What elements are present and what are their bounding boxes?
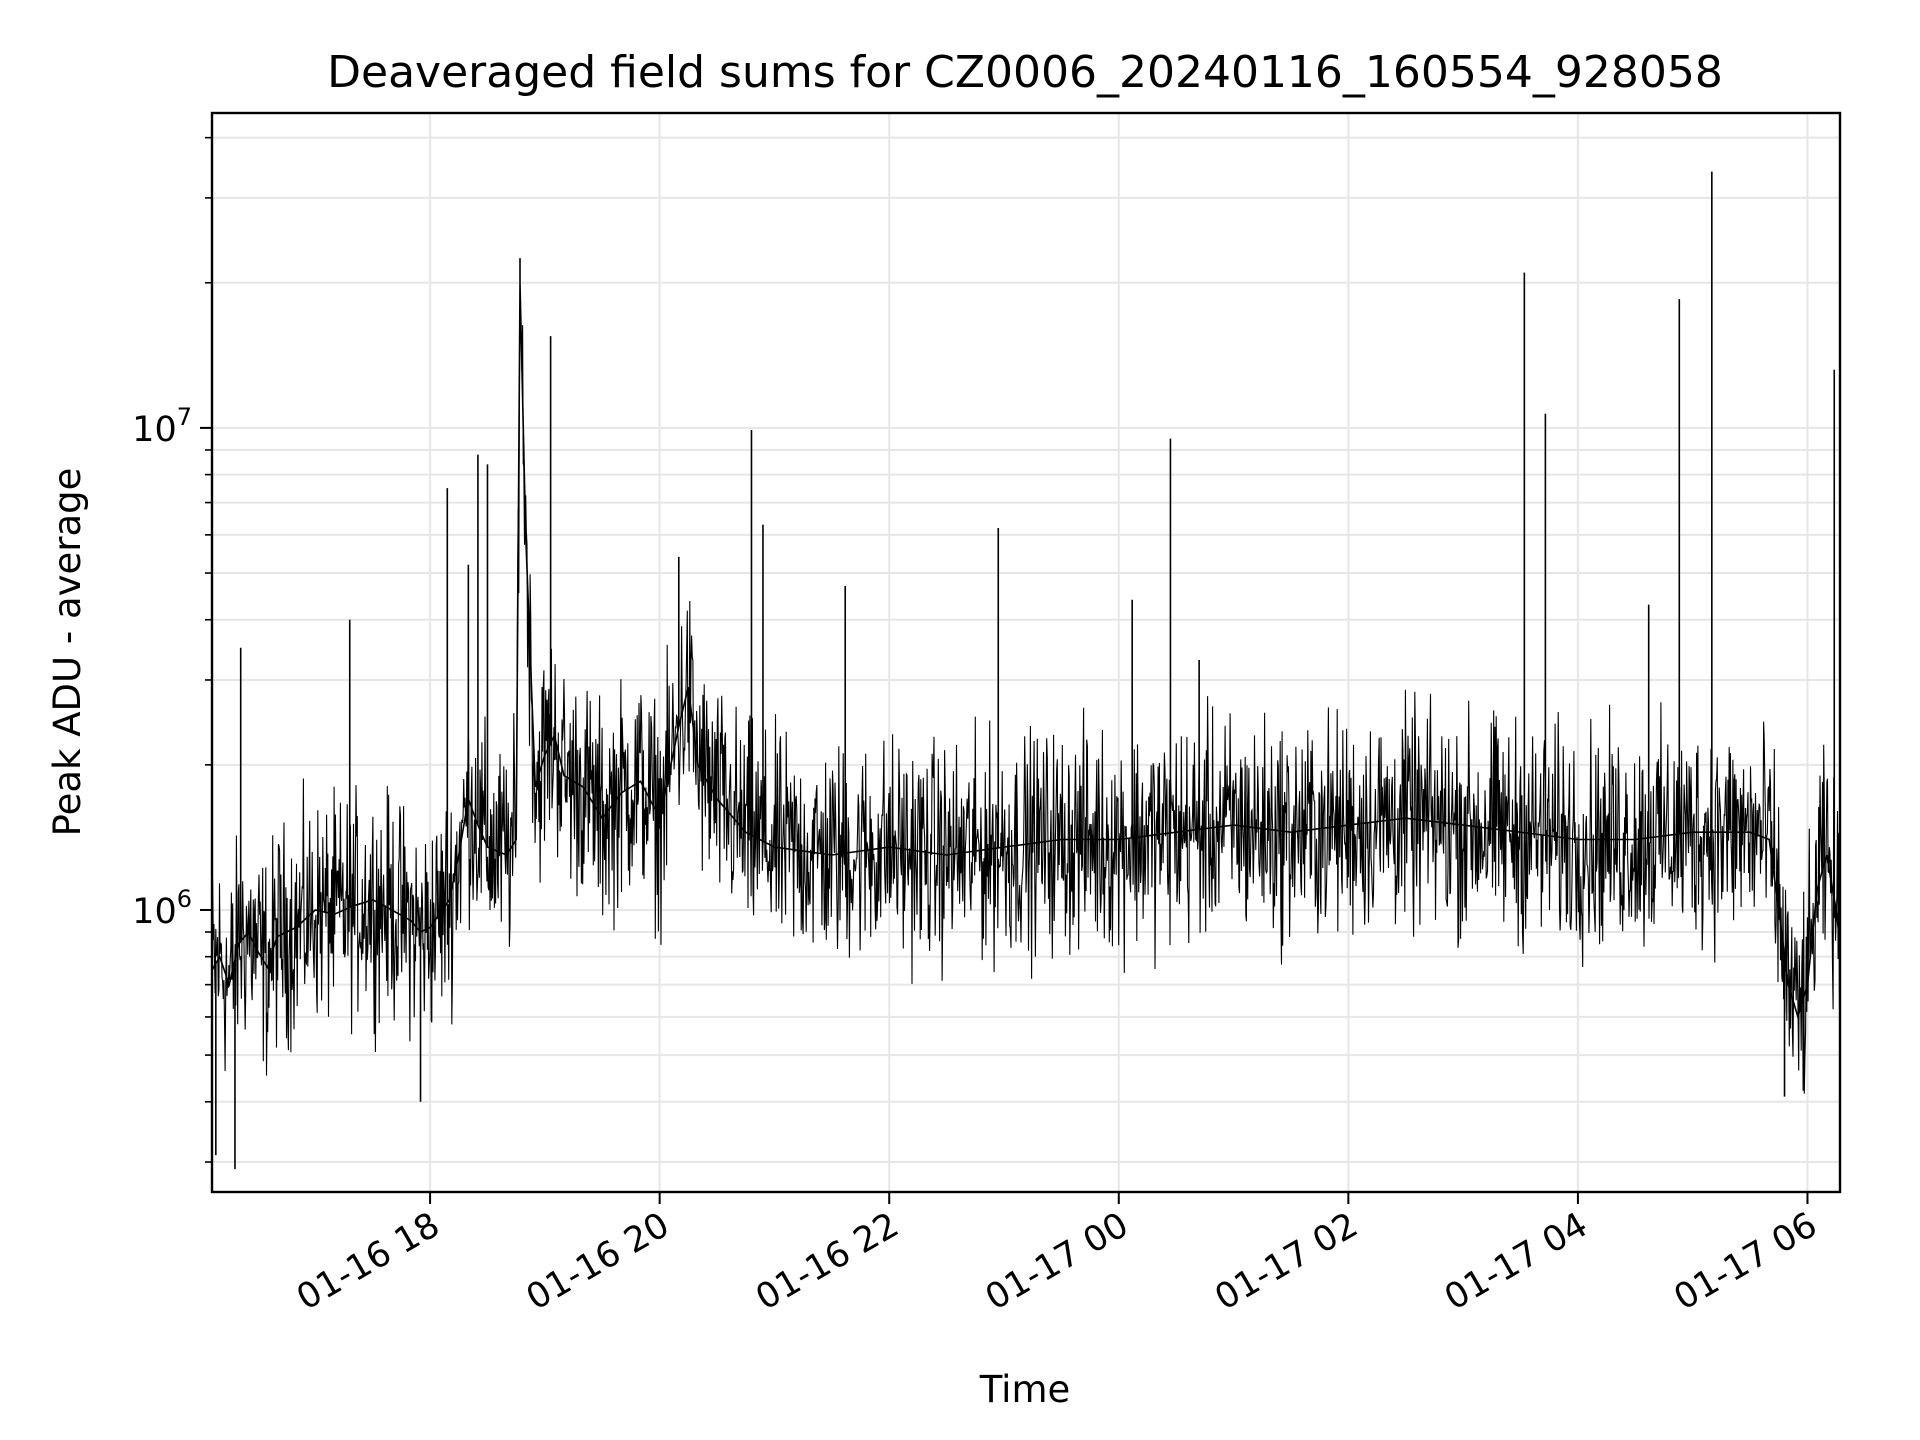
y-tick-label: 107 bbox=[132, 403, 192, 450]
y-tick-label-exponent: 7 bbox=[177, 403, 192, 431]
y-tick-label: 106 bbox=[132, 885, 192, 932]
y-tick-label-base: 10 bbox=[132, 892, 177, 932]
x-axis-label: Time bbox=[979, 1368, 1071, 1411]
y-axis-label: Peak ADU - average bbox=[46, 468, 89, 837]
grid-major bbox=[212, 113, 1840, 1192]
data-series-line bbox=[211, 282, 1841, 1020]
y-tick-label-base: 10 bbox=[132, 410, 177, 450]
chart-title: Deaveraged field sums for CZ0006_2024011… bbox=[327, 47, 1723, 98]
data-series-spikes bbox=[215, 171, 1836, 1170]
y-tick-label-exponent: 6 bbox=[177, 885, 192, 913]
plot-frame bbox=[210, 111, 1842, 1194]
data-series-noise bbox=[211, 316, 1841, 1094]
grid-minor bbox=[212, 136, 1840, 1164]
data-series-trace bbox=[211, 316, 1841, 1094]
